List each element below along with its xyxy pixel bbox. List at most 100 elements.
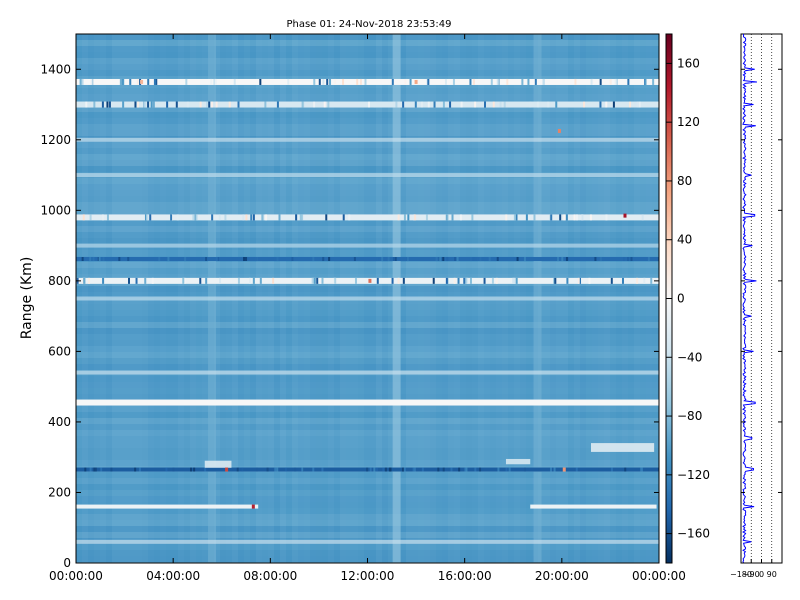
band-noise-pixel xyxy=(583,101,586,108)
heatmap-row xyxy=(76,388,659,394)
band-noise-pixel xyxy=(334,78,337,85)
band-noise-pixel xyxy=(122,101,125,108)
hot-pixel xyxy=(557,128,561,133)
band-noise-pixel xyxy=(456,257,459,262)
band-noise-pixel xyxy=(506,78,509,85)
band-noise-pixel xyxy=(565,214,568,221)
band-noise-pixel xyxy=(102,277,105,284)
band-noise-pixel xyxy=(591,78,594,85)
band-noise-pixel xyxy=(627,257,630,262)
band-noise-pixel xyxy=(81,78,84,85)
band-noise-pixel xyxy=(442,101,445,108)
band-noise-pixel xyxy=(636,101,639,108)
heatmap-row xyxy=(76,406,659,412)
band-noise-pixel xyxy=(574,78,577,85)
band-noise-pixel xyxy=(259,78,262,85)
band-noise-pixel xyxy=(523,257,526,262)
heatmap-row xyxy=(76,232,659,238)
band-noise-pixel xyxy=(312,467,315,472)
band-noise-pixel xyxy=(134,467,137,472)
band-noise-pixel xyxy=(573,214,576,221)
heatmap-row xyxy=(76,190,659,196)
band-noise-pixel xyxy=(205,277,208,284)
horizontal-band xyxy=(76,399,659,406)
band-noise-pixel xyxy=(252,214,255,221)
band-noise-pixel xyxy=(224,214,227,221)
band-noise-pixel xyxy=(252,277,255,284)
band-noise-pixel xyxy=(627,78,630,85)
band-noise-pixel xyxy=(454,257,457,262)
horizontal-band xyxy=(76,539,659,544)
heatmap-patch xyxy=(204,460,232,468)
band-noise-pixel xyxy=(599,78,602,85)
band-noise-pixel xyxy=(492,101,495,108)
band-noise-pixel xyxy=(155,78,158,85)
band-noise-pixel xyxy=(387,257,390,262)
heatmap-row xyxy=(76,202,659,208)
band-noise-pixel xyxy=(515,214,518,221)
band-noise-pixel xyxy=(465,467,468,472)
band-noise-pixel xyxy=(484,101,487,108)
heatmap-row xyxy=(76,208,659,214)
band-noise-pixel xyxy=(381,257,384,262)
band-noise-pixel xyxy=(193,467,196,472)
heatmap-row xyxy=(76,328,659,334)
heatmap-row xyxy=(76,250,659,256)
band-noise-pixel xyxy=(496,78,499,85)
band-noise-pixel xyxy=(458,467,461,472)
band-noise-pixel xyxy=(508,467,511,472)
band-noise-pixel xyxy=(450,467,453,472)
band-noise-pixel xyxy=(402,277,405,284)
band-noise-pixel xyxy=(472,78,475,85)
colorbar-tick-label: −120 xyxy=(677,468,710,482)
band-noise-pixel xyxy=(483,277,486,284)
band-noise-pixel xyxy=(291,257,294,262)
band-noise-pixel xyxy=(444,78,447,85)
band-noise-pixel xyxy=(195,214,198,221)
band-noise-pixel xyxy=(170,214,173,221)
band-noise-pixel xyxy=(118,257,121,262)
band-noise-pixel xyxy=(629,101,632,108)
heatmap-row xyxy=(76,382,659,388)
heatmap-row xyxy=(76,544,659,550)
band-noise-pixel xyxy=(321,467,324,472)
band-noise-pixel xyxy=(488,257,491,262)
heatmap-row xyxy=(76,346,659,352)
heatmap-row xyxy=(76,412,659,418)
band-noise-pixel xyxy=(327,101,330,108)
band-noise-pixel xyxy=(404,78,407,85)
band-noise-pixel xyxy=(650,277,653,284)
heatmap-patch xyxy=(590,443,655,452)
band-noise-pixel xyxy=(516,257,519,262)
band-noise-pixel xyxy=(165,467,168,472)
heatmap-row xyxy=(76,226,659,232)
band-noise-pixel xyxy=(138,467,141,472)
band-noise-pixel xyxy=(474,467,477,472)
heatmap-row xyxy=(76,142,659,148)
band-noise-pixel xyxy=(550,214,553,221)
band-noise-pixel xyxy=(388,467,391,472)
band-noise-pixel xyxy=(176,214,179,221)
horizontal-band xyxy=(76,101,659,108)
heatmap-row xyxy=(76,430,659,436)
band-noise-pixel xyxy=(479,467,482,472)
horizontal-band xyxy=(76,137,659,142)
band-noise-pixel xyxy=(152,101,155,108)
band-noise-pixel xyxy=(356,78,359,85)
colorbar-tick-label: 120 xyxy=(677,115,700,129)
profile-y-ticks xyxy=(741,68,782,564)
heatmap-row xyxy=(76,94,659,100)
band-noise-pixel xyxy=(421,467,424,472)
band-noise-pixel xyxy=(479,257,482,262)
band-noise-pixel xyxy=(413,214,416,221)
band-noise-pixel xyxy=(135,277,138,284)
band-noise-pixel xyxy=(647,257,650,262)
band-noise-pixel xyxy=(391,277,394,284)
band-noise-pixel xyxy=(313,101,316,108)
band-noise-pixel xyxy=(469,277,472,284)
band-noise-pixel xyxy=(534,78,537,85)
heatmap-row xyxy=(76,484,659,490)
heatmap-row xyxy=(76,292,659,298)
band-noise-pixel xyxy=(557,257,560,262)
band-noise-pixel xyxy=(445,214,448,221)
